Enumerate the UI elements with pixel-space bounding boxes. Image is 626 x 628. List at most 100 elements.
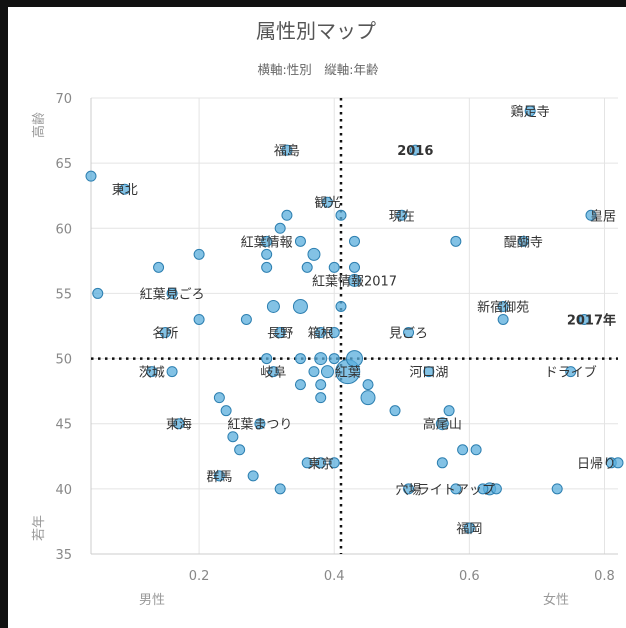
point-label: 紅葉情報2017 [312, 274, 397, 289]
data-point [166, 287, 178, 299]
data-point [281, 144, 293, 156]
data-point [247, 470, 259, 482]
data-point [234, 444, 246, 456]
point-label: 東京 [308, 456, 334, 472]
data-point [585, 209, 597, 221]
data-point [360, 390, 376, 406]
data-point [308, 366, 320, 378]
point-label: 東海 [166, 417, 192, 433]
y-axis-bottom-label: 若年 [31, 515, 47, 541]
data-point [274, 483, 286, 495]
data-points [85, 105, 624, 534]
data-point [261, 248, 273, 260]
point-label: ライトアップ [417, 483, 495, 498]
data-point [463, 522, 475, 534]
point-label: 高尾山 [423, 417, 462, 433]
chart-subtitle: 横軸:性別 縦軸:年齢 [258, 62, 379, 77]
data-point [254, 418, 266, 430]
data-point [409, 144, 421, 156]
data-point [612, 457, 624, 469]
y-tick-label: 60 [55, 222, 72, 237]
data-point [294, 379, 306, 391]
data-point [328, 327, 340, 339]
point-label: 鶏足寺 [511, 105, 550, 120]
data-point [315, 457, 327, 469]
data-point [294, 353, 306, 365]
data-point [470, 444, 482, 456]
reference-lines [91, 98, 618, 554]
data-point [335, 209, 347, 221]
data-point [450, 235, 462, 247]
point-label: 岐阜 [260, 365, 286, 381]
top-border [0, 0, 626, 7]
data-point [261, 261, 273, 273]
y-tick-label: 40 [55, 483, 72, 498]
point-label: 皇居 [590, 209, 616, 224]
data-point [301, 261, 313, 273]
x-axis-right-label: 女性 [543, 592, 569, 608]
point-label: 茨城 [139, 366, 165, 381]
point-label: 見ごろ [389, 326, 428, 342]
data-point [362, 379, 374, 391]
y-tick-label: 55 [55, 287, 72, 302]
point-label: 長野 [267, 327, 293, 342]
data-point [349, 235, 360, 247]
data-point [477, 483, 489, 495]
data-point [443, 405, 455, 417]
data-point [240, 313, 252, 325]
data-point [321, 196, 333, 208]
point-label: 福岡 [456, 522, 482, 537]
data-point [346, 350, 363, 368]
data-point [153, 261, 165, 273]
data-point [301, 457, 313, 469]
data-point [403, 483, 415, 495]
data-point [193, 248, 205, 260]
data-point [450, 483, 462, 495]
data-point [436, 457, 448, 469]
point-label: 2016 [397, 144, 433, 159]
y-tick-label: 70 [55, 92, 72, 107]
data-point [314, 352, 328, 366]
data-point [435, 417, 449, 431]
point-label: 紅葉 [335, 366, 361, 381]
point-label: 名所 [152, 326, 178, 342]
point-label: 醍醐寺 [504, 235, 543, 250]
data-point [578, 313, 590, 325]
data-point [517, 235, 529, 247]
data-point [119, 183, 131, 195]
data-point [315, 327, 327, 339]
data-point [457, 444, 469, 456]
data-point [328, 457, 340, 469]
data-point [166, 366, 178, 378]
data-point [227, 431, 239, 443]
y-tick-label: 45 [55, 418, 72, 433]
point-label: 東北 [112, 182, 138, 198]
point-label: 河口湖 [409, 366, 448, 381]
point-label: 紅葉まつり [227, 418, 292, 433]
data-point [267, 366, 279, 378]
point-label: 日帰り [577, 456, 616, 472]
point-label: 現在 [389, 209, 415, 224]
data-point [348, 273, 361, 287]
data-point [396, 209, 408, 221]
data-point [315, 392, 327, 404]
point-label: 福島 [274, 144, 300, 159]
x-tick-label: 0.2 [189, 569, 210, 584]
data-point [274, 327, 286, 339]
data-point [315, 379, 327, 391]
data-point [85, 170, 97, 182]
data-point [281, 209, 293, 221]
data-point [497, 300, 509, 312]
chart-title: 属性別マップ [256, 19, 376, 43]
y-axis-top-label: 高齢 [31, 112, 47, 138]
data-point [261, 235, 273, 247]
x-tick-label: 0.4 [324, 569, 345, 584]
data-point [266, 299, 280, 313]
point-label: 群馬 [206, 470, 232, 485]
data-point [294, 235, 306, 247]
data-point [349, 261, 360, 273]
data-point [146, 366, 158, 378]
point-label: 箱根 [308, 326, 334, 342]
data-point [524, 105, 536, 117]
